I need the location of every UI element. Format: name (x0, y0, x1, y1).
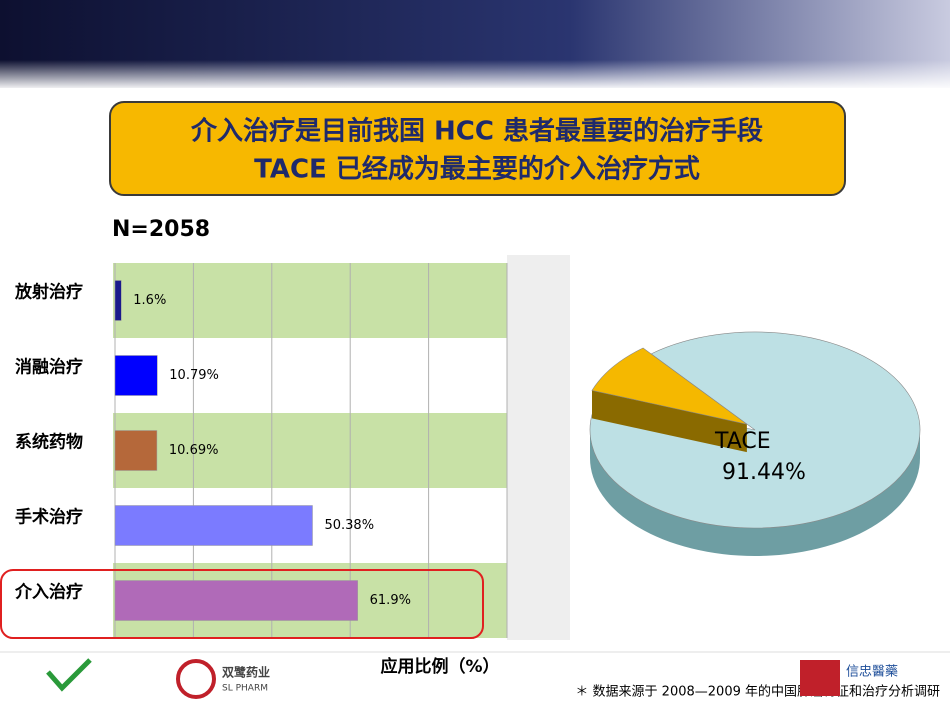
footnote: ＊ 数据来源于 2008—2009 年的中国肝癌特征和治疗分析调研 (575, 684, 940, 700)
logo-text: 信忠醫藥 (846, 665, 898, 680)
pie-slice (591, 347, 748, 425)
bar (114, 505, 313, 546)
value-label: 1.6% (133, 293, 166, 308)
title-line: 介入治疗是目前我国 HCC 患者最重要的治疗手段 (190, 116, 763, 147)
pie-side (590, 430, 920, 556)
title-line: TACE 已经成为最主要的介入治疗方式 (254, 154, 700, 185)
bar (114, 580, 358, 621)
bar (114, 430, 158, 471)
highlight-box (0, 569, 484, 639)
pie-slice (589, 331, 921, 529)
sample-size: N=2058 (112, 217, 210, 242)
pie-slice-side (592, 390, 747, 453)
bar (114, 355, 158, 396)
slice-label: TACE (714, 429, 771, 454)
header-fade (0, 60, 950, 90)
logo-mark (800, 660, 840, 696)
y-tick-label: 消融治疗 (15, 357, 83, 378)
logo-mark (176, 659, 216, 699)
value-label: 50.38% (324, 518, 374, 533)
y-tick-label: 系统药物 (15, 432, 83, 453)
y-tick-label: 介入治疗 (14, 582, 83, 603)
bar (114, 280, 122, 321)
value-label: 10.69% (169, 443, 219, 458)
y-tick-label: 手术治疗 (15, 507, 83, 528)
title-box (109, 101, 846, 196)
row-band (113, 413, 507, 488)
y-tick-label: 放射治疗 (14, 282, 83, 303)
row-band (113, 338, 507, 413)
value-label: 61.9% (370, 593, 411, 608)
x-axis-label: 应用比例（%） (380, 656, 499, 677)
plot-side (507, 255, 570, 640)
row-band (113, 263, 507, 338)
logo-text: 双鹭药业 (222, 665, 270, 680)
slice-value-label: 91.44% (722, 460, 806, 485)
logo-mark (46, 658, 92, 692)
logo-text: SL PHARM (222, 684, 268, 694)
value-label: 10.79% (169, 368, 219, 383)
bar-chart: 放射治疗 1.6% 消融治疗 10.79% 系统药物 10.69% 手术治疗 50.38% 介入… (14, 263, 508, 638)
pie-chart: TACE 91.44% (589, 331, 921, 556)
